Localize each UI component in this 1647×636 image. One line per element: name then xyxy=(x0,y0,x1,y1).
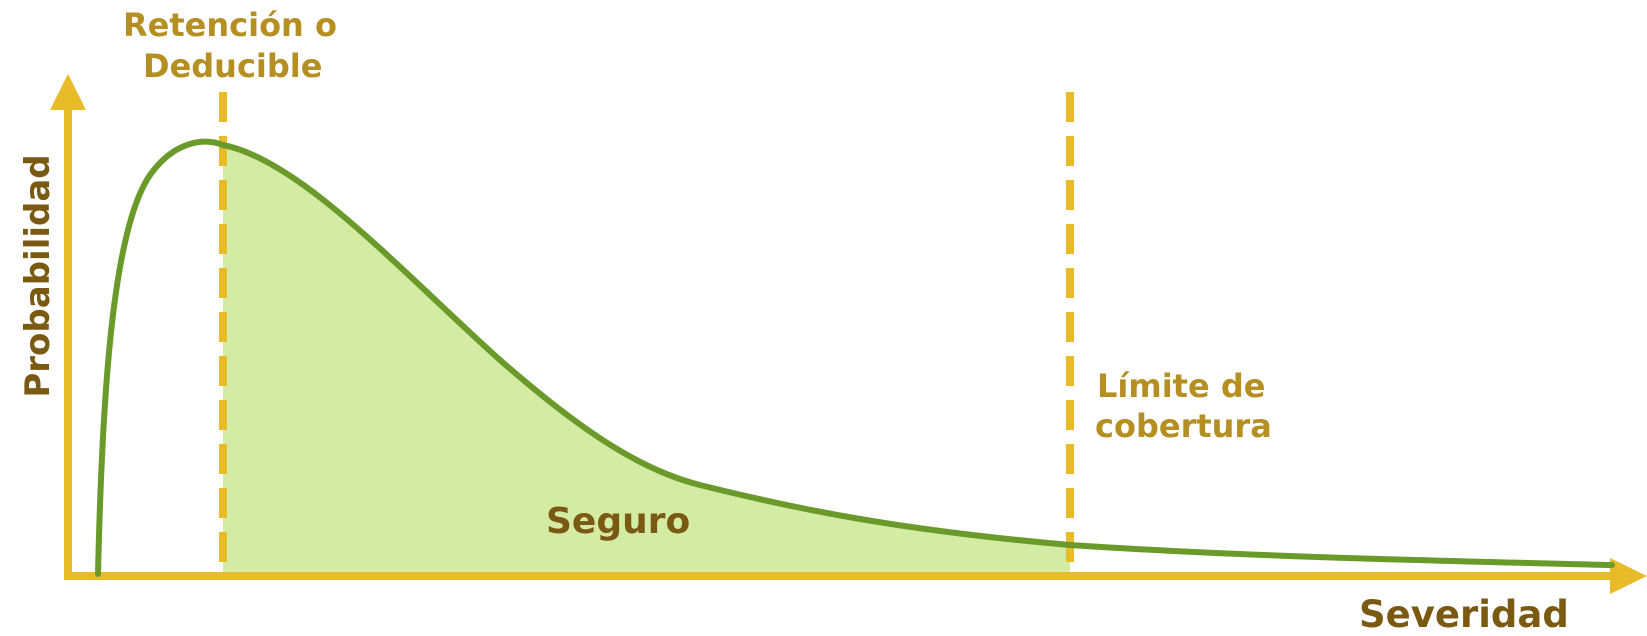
x-axis-arrowhead xyxy=(1610,558,1647,594)
insured-region-label: Seguro xyxy=(546,501,691,542)
coverage-limit-label-line1: Límite de xyxy=(1097,367,1266,405)
insured-area xyxy=(223,145,1070,574)
distribution-curve xyxy=(95,138,1615,577)
retention-label-line2: Deducible xyxy=(143,47,323,85)
retention-label-line1: Retención o xyxy=(123,6,337,44)
y-axis-label: Probabilidad xyxy=(18,154,58,398)
x-axis-label: Severidad xyxy=(1359,593,1569,636)
y-axis-arrowhead xyxy=(50,74,86,110)
coverage-limit-label-line2: cobertura xyxy=(1095,407,1272,445)
